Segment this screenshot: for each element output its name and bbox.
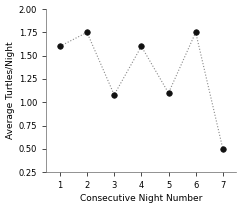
Y-axis label: Average Turtles/Night: Average Turtles/Night bbox=[6, 42, 15, 139]
X-axis label: Consecutive Night Number: Consecutive Night Number bbox=[80, 194, 203, 203]
